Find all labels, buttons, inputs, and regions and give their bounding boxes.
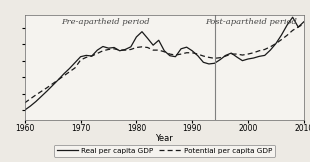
Real per capita GDP	[302, 21, 306, 23]
Potential per capita GDP	[107, 48, 110, 50]
Line: Potential per capita GDP: Potential per capita GDP	[25, 24, 304, 103]
Real per capita GDP	[224, 54, 228, 56]
Potential per capita GDP	[23, 102, 27, 104]
Real per capita GDP	[291, 16, 294, 18]
Potential per capita GDP	[84, 56, 88, 58]
Legend: Real per capita GDP, Potential per capita GDP: Real per capita GDP, Potential per capit…	[54, 145, 275, 157]
Text: Post-apartheid period: Post-apartheid period	[205, 18, 297, 26]
Real per capita GDP	[296, 26, 300, 28]
Potential per capita GDP	[302, 23, 306, 25]
Text: Pre-apartheid period: Pre-apartheid period	[61, 18, 150, 26]
Real per capita GDP	[84, 54, 88, 56]
Real per capita GDP	[112, 46, 116, 48]
Potential per capita GDP	[296, 26, 300, 28]
Potential per capita GDP	[112, 48, 116, 50]
Potential per capita GDP	[207, 56, 211, 58]
Potential per capita GDP	[224, 55, 228, 57]
X-axis label: Year: Year	[155, 134, 173, 143]
Real per capita GDP	[23, 109, 27, 111]
Line: Real per capita GDP: Real per capita GDP	[25, 17, 304, 110]
Real per capita GDP	[207, 63, 211, 65]
Real per capita GDP	[107, 47, 110, 49]
